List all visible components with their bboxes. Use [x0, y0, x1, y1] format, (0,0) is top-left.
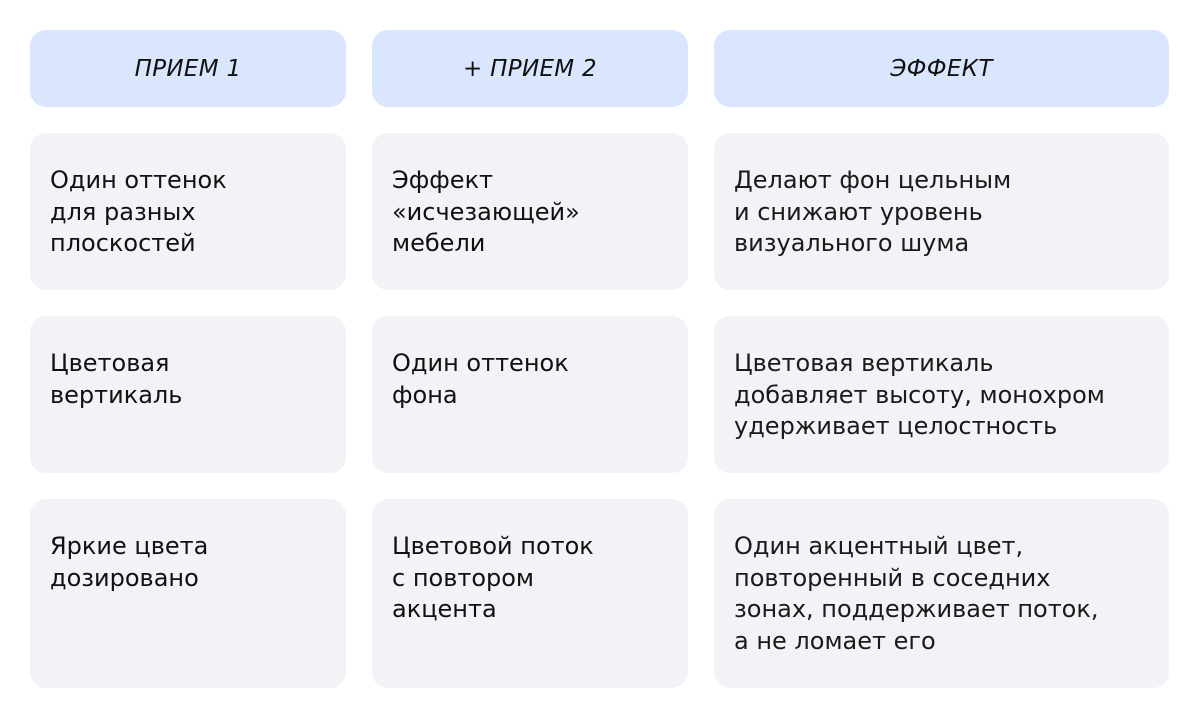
card-text-line: дозировано — [50, 563, 199, 592]
card-text-line: Делают фон цельным — [734, 166, 1012, 194]
card-effect-row-3: Один акцентный цвет, повторенный в соседн… — [714, 499, 1169, 688]
card-text-line: Цветовая вертикаль — [734, 349, 994, 377]
card-text-line: Цветовой поток — [392, 532, 594, 560]
card-technique1-row-3: Яркие цвета дозировано — [30, 499, 346, 688]
card-text-line: повторенный в соседних — [734, 563, 1051, 592]
header-technique-1: ПРИЕМ 1 — [30, 30, 346, 107]
card-text-line: зонах, поддерживает поток, — [734, 595, 1099, 623]
card-text-line: а не ломает его — [734, 626, 936, 655]
card-technique1-row-1: Один оттенок для разных плоскостей — [30, 133, 346, 290]
card-text-line: Яркие цвета — [50, 532, 209, 560]
card-text-line: и снижают уровень — [734, 197, 983, 226]
card-text-line: Один акцентный цвет, — [734, 532, 1024, 560]
card-text-line: Один оттенок — [50, 166, 227, 194]
card-technique1-row-2: Цветовая вертикаль — [30, 316, 346, 473]
card-text-line: мебели — [392, 229, 486, 257]
card-text-line: фона — [392, 380, 458, 409]
card-text-line: для разных — [50, 197, 196, 226]
card-text-line: «исчезающей» — [392, 197, 580, 226]
card-technique2-row-3: Цветовой поток с повтором акцента — [372, 499, 688, 688]
card-effect-row-1: Делают фон цельным и снижают уровень визуа… — [714, 133, 1169, 290]
card-text-line: акцента — [392, 595, 497, 623]
card-effect-row-2: Цветовая вертикаль добавляет высоту, моно… — [714, 316, 1169, 473]
card-text-line: визуального шума — [734, 229, 970, 257]
card-text-line: Один оттенок — [392, 349, 569, 377]
card-technique2-row-1: Эффект «исчезающей» мебели — [372, 133, 688, 290]
card-text-line: добавляет высоту, монохром — [734, 380, 1105, 409]
card-text-line: Эффект — [392, 166, 494, 194]
header-effect: ЭФФЕКТ — [714, 30, 1169, 107]
card-technique2-row-2: Один оттенок фона — [372, 316, 688, 473]
card-text-line: вертикаль — [50, 380, 183, 409]
header-technique-2: + ПРИЕМ 2 — [372, 30, 688, 107]
card-text-line: с повтором — [392, 563, 535, 592]
card-text-line: Цветовая — [50, 349, 170, 377]
card-text-line: удерживает целостность — [734, 412, 1058, 440]
card-text-line: плоскостей — [50, 229, 196, 257]
